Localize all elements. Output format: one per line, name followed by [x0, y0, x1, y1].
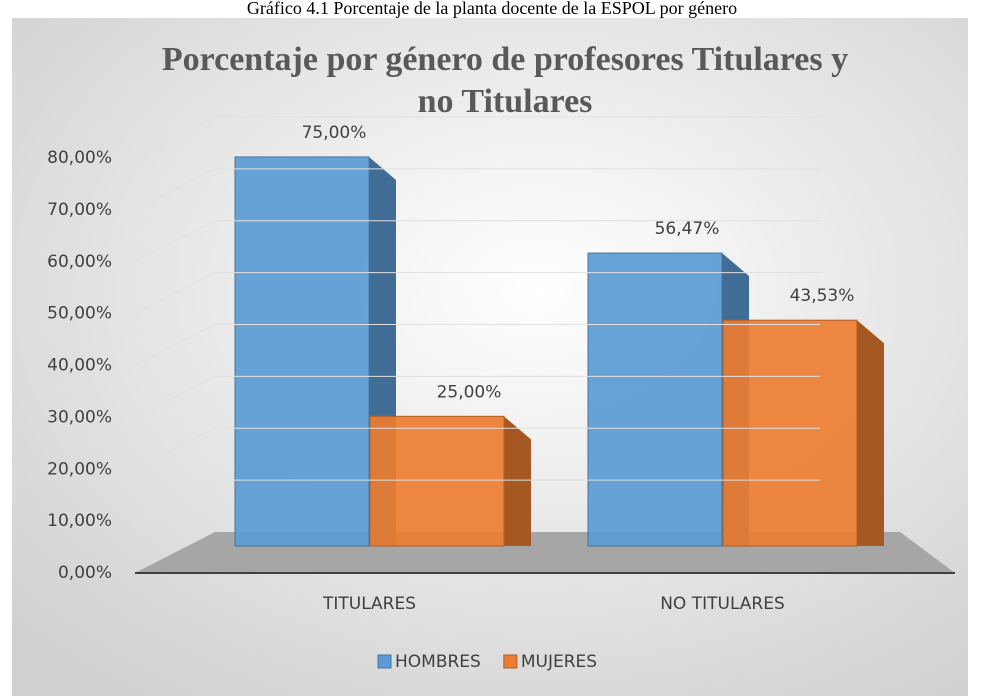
y-tick-label: 60,00% — [47, 252, 112, 272]
bar — [587, 252, 723, 547]
y-tick-label: 70,00% — [47, 200, 112, 220]
y-tick-label: 40,00% — [47, 356, 112, 376]
grid-line — [134, 427, 820, 470]
plot — [234, 156, 884, 547]
grid-line — [134, 324, 820, 366]
y-tick-label: 10,00% — [47, 511, 112, 531]
data-label: 25,00% — [437, 382, 502, 402]
caption: Gráfico 4.1 Porcentaje de la planta doce… — [247, 0, 737, 18]
y-tick-label: 50,00% — [47, 304, 112, 324]
legend-swatch — [503, 654, 518, 669]
legend-label: MUJERES — [521, 652, 597, 672]
bar-side — [504, 416, 531, 546]
data-label: 56,47% — [655, 219, 720, 239]
grid-line — [134, 168, 820, 211]
data-label: 43,53% — [790, 286, 855, 306]
x-tick-label: NO TITULARES — [660, 594, 785, 614]
grid-line — [134, 116, 820, 159]
bar — [234, 156, 370, 547]
bar — [369, 415, 505, 547]
legend-label: HOMBRES — [395, 652, 481, 672]
x-tick-label: TITULARES — [322, 594, 416, 614]
y-tick-label: 80,00% — [47, 148, 112, 168]
chart-title: Porcentaje por género de profesores Titu… — [162, 41, 848, 120]
y-tick-label: 30,00% — [47, 407, 112, 427]
y-tick-label: 20,00% — [47, 459, 112, 479]
grid-line — [134, 479, 820, 522]
grid-line — [134, 272, 820, 315]
legend-swatch — [377, 654, 392, 669]
bar — [722, 319, 858, 547]
grid-line — [134, 375, 820, 418]
bar-side — [857, 320, 884, 546]
y-tick-label: 0,00% — [58, 563, 112, 583]
grid-line — [134, 220, 820, 263]
data-label: 75,00% — [302, 123, 367, 143]
